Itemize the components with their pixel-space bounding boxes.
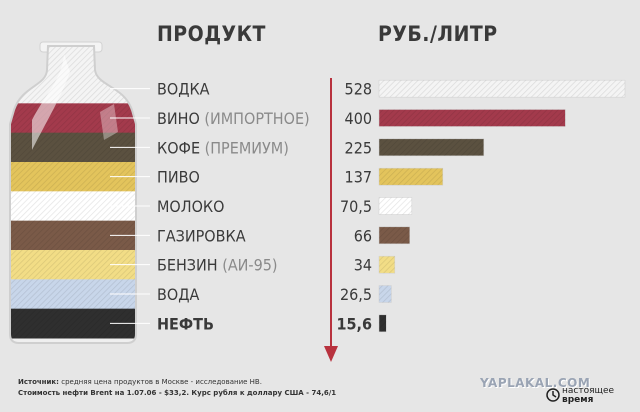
bar-texture (379, 285, 392, 303)
category-name: ГАЗИРОВКА (157, 226, 246, 245)
category-name: МОЛОКО (157, 197, 224, 216)
category-note: (ИМПОРТНОЕ) (200, 109, 310, 128)
value-label: 66 (354, 226, 372, 245)
logo-text-line2: время (562, 395, 594, 405)
value-label: 26,5 (340, 285, 372, 304)
category-note: (ПРЕМИУМ) (200, 138, 289, 157)
category-name: ВОДКА (157, 80, 210, 99)
category-label: ВИНО (ИМПОРТНОЕ) (157, 109, 310, 128)
category-label: ВОДКА (157, 80, 210, 99)
source-label: Источник: (18, 378, 59, 386)
value-label: 15,6 (336, 314, 372, 333)
category-label: ПИВО (157, 168, 200, 187)
bottle-outline (9, 45, 137, 344)
category-label: МОЛОКО (157, 197, 224, 216)
value-label: 225 (345, 138, 372, 157)
category-note: (АИ-95) (218, 256, 278, 275)
bar-texture (379, 168, 443, 186)
category-name: ПИВО (157, 168, 200, 187)
bottle-highlight-small (100, 104, 118, 140)
bar-texture (379, 109, 566, 127)
category-name: БЕНЗИН (157, 256, 218, 275)
category-label: ГАЗИРОВКА (157, 226, 246, 245)
bar-texture (379, 80, 625, 98)
bar-texture (379, 197, 412, 215)
category-name: КОФЕ (157, 138, 200, 157)
source-line-1: Источник: средняя цена продуктов в Москв… (18, 378, 262, 386)
column-header-price: РУБ./ЛИТР (378, 22, 498, 46)
bottle-highlight (32, 54, 70, 150)
source-oil-note: Стоимость нефти Brent на 1.07.06 - $33,2… (18, 389, 337, 397)
value-label: 34 (354, 256, 372, 275)
category-label: ВОДА (157, 285, 199, 304)
bottle-illustration (9, 41, 137, 344)
watermark: YAPLAKAL.COM (480, 376, 591, 390)
logo-mark-icon (546, 388, 560, 402)
value-label: 70,5 (340, 197, 372, 216)
category-label: КОФЕ (ПРЕМИУМ) (157, 138, 289, 157)
bar-texture (379, 226, 410, 244)
category-label: БЕНЗИН (АИ-95) (157, 256, 278, 275)
axis-arrow-head (324, 346, 338, 362)
category-label: НЕФТЬ (157, 314, 214, 333)
value-label: 528 (345, 80, 372, 99)
category-name: ВОДА (157, 285, 199, 304)
bar-texture (379, 256, 395, 274)
logo-text-line1: настоящее (562, 386, 615, 396)
category-name: ВИНО (157, 109, 200, 128)
source-line-2: Стоимость нефти Brent на 1.07.06 - $33,2… (18, 389, 336, 397)
bar-texture (379, 314, 387, 332)
value-label: 400 (345, 109, 372, 128)
column-header-product: ПРОДУКТ (157, 22, 266, 46)
category-name: НЕФТЬ (157, 314, 214, 333)
axis-arrow (324, 78, 338, 362)
source-text: средняя цена продуктов в Москве - исслед… (61, 378, 262, 386)
logo: настоящее время (546, 384, 626, 406)
value-label: 137 (345, 168, 372, 187)
bar-texture (379, 138, 484, 156)
